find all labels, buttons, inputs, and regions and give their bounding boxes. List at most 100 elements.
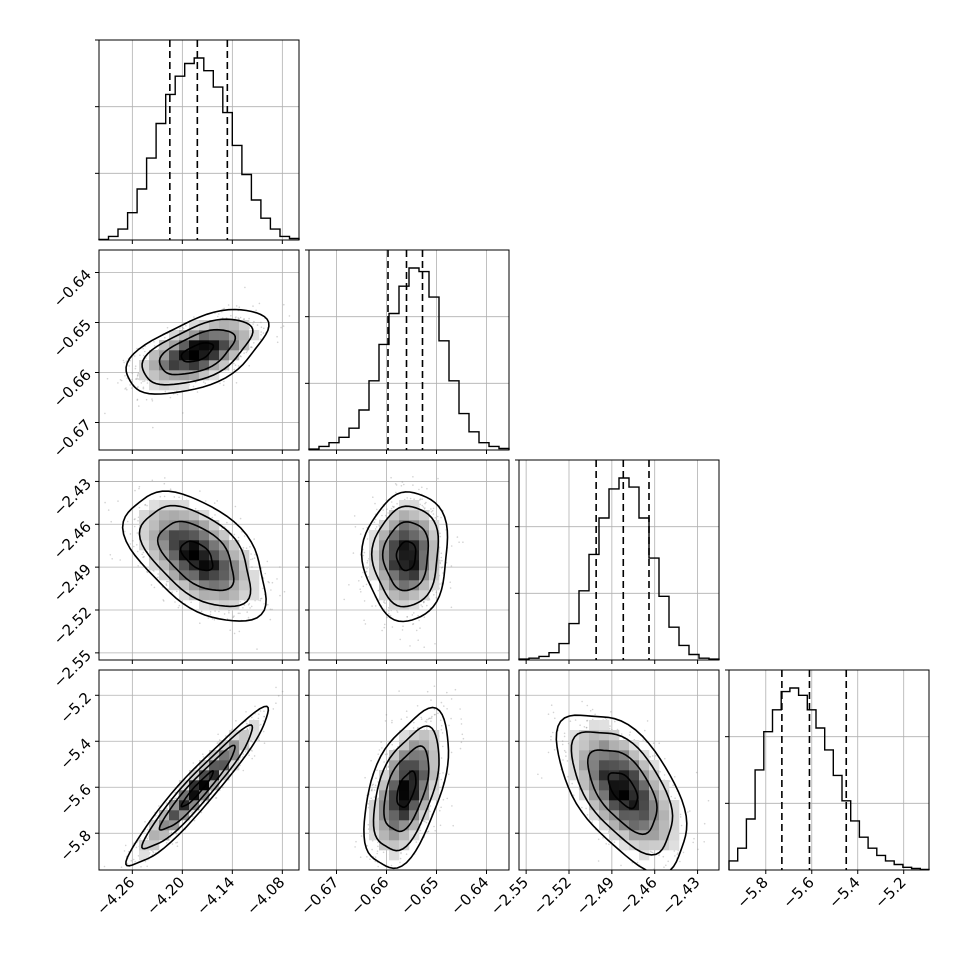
- scatter-point: [409, 497, 412, 500]
- scatter-point: [253, 755, 256, 757]
- scatter-point: [384, 602, 386, 604]
- density-cell: [199, 340, 210, 351]
- density-cell: [209, 330, 220, 341]
- scatter-point: [126, 520, 129, 523]
- scatter-point: [283, 303, 285, 306]
- density-cell: [149, 560, 160, 571]
- scatter-point: [440, 552, 443, 555]
- scatter-point: [191, 811, 193, 814]
- scatter-point: [200, 801, 202, 803]
- scatter-point: [363, 551, 366, 554]
- scatter-point: [126, 377, 128, 380]
- scatter-point: [104, 501, 106, 504]
- scatter-panel-1-2: [305, 459, 510, 664]
- scatter-point: [432, 513, 435, 515]
- density-cell: [229, 320, 240, 331]
- scatter-point: [146, 571, 149, 574]
- scatter-point: [440, 556, 443, 559]
- scatter-point: [110, 520, 112, 523]
- scatter-point: [153, 570, 155, 572]
- hist-bars-0: [98, 57, 300, 241]
- scatter-point: [358, 580, 360, 582]
- scatter-point: [173, 496, 176, 498]
- scatter-point: [124, 530, 126, 533]
- scatter-point: [120, 379, 123, 382]
- density-cell: [249, 570, 260, 581]
- scatter-point: [250, 605, 253, 608]
- density-cell: [179, 550, 190, 561]
- scatter-point: [202, 381, 205, 383]
- scatter-point: [422, 506, 425, 508]
- scatter-point: [216, 500, 218, 502]
- scatter-point: [133, 545, 135, 548]
- density-cell: [209, 580, 220, 591]
- scatter-frame-0-2: [98, 459, 300, 661]
- scatter-point: [136, 347, 138, 350]
- density-cell: [179, 560, 190, 571]
- scatter-point: [165, 802, 168, 804]
- density-cell: [169, 330, 180, 341]
- scatter-point: [248, 317, 250, 320]
- density-cell: [149, 370, 160, 381]
- scatter-point: [144, 821, 146, 823]
- scatter-point: [393, 505, 395, 508]
- density-cell: [399, 550, 410, 561]
- density-cell: [209, 570, 220, 581]
- density-cell: [369, 570, 380, 581]
- scatter-point: [131, 378, 133, 381]
- density-cell: [169, 380, 180, 391]
- scatter-point: [134, 365, 137, 368]
- contour-1-2-2: [381, 521, 430, 592]
- density-cell: [419, 530, 430, 541]
- scatter-point: [450, 565, 453, 567]
- scatter-body-0-1: [104, 286, 291, 429]
- scatter-point: [359, 533, 362, 535]
- scatter-point: [251, 741, 254, 743]
- scatter-point: [241, 531, 243, 533]
- density-cell: [419, 550, 430, 561]
- scatter-point: [235, 382, 238, 384]
- scatter-point: [113, 880, 115, 882]
- scatter-point: [169, 488, 172, 491]
- density-cell: [419, 580, 430, 591]
- scatter-point: [136, 550, 139, 553]
- scatter-point: [143, 555, 145, 558]
- scatter-point: [420, 604, 422, 606]
- scatter-point: [425, 501, 427, 504]
- scatter-point: [406, 497, 409, 499]
- scatter-point: [417, 639, 420, 641]
- density-cell: [209, 540, 220, 551]
- scatter-point: [142, 386, 145, 389]
- scatter-point: [104, 412, 106, 415]
- density-cell: [389, 510, 400, 521]
- scatter-point: [422, 601, 425, 604]
- scatter-point: [435, 596, 438, 599]
- density-cell: [209, 560, 220, 571]
- scatter-point: [138, 405, 140, 407]
- hist-frame-1: [308, 249, 510, 451]
- scatter-point: [238, 630, 241, 633]
- density-cell: [159, 540, 170, 551]
- scatter-point: [251, 558, 254, 560]
- density-cell: [209, 320, 220, 331]
- scatter-point: [389, 614, 392, 617]
- scatter-point: [239, 355, 242, 357]
- scatter-point: [124, 388, 126, 390]
- scatter-point: [200, 811, 203, 814]
- scatter-point: [222, 384, 225, 387]
- density-cell: [199, 530, 210, 541]
- density-cell: [229, 550, 240, 561]
- scatter-point: [166, 580, 168, 583]
- density-cell: [189, 340, 200, 351]
- scatter-point: [348, 584, 350, 586]
- scatter-point: [271, 608, 273, 611]
- scatter-point: [246, 611, 248, 613]
- density-cell: [209, 550, 220, 561]
- hist-panel-2: [515, 459, 720, 664]
- scatter-point: [251, 716, 253, 719]
- scatter-point: [423, 646, 426, 648]
- density-cell: [179, 520, 190, 531]
- scatter-point: [391, 626, 394, 628]
- scatter-point: [112, 875, 114, 877]
- scatter-point: [253, 538, 255, 540]
